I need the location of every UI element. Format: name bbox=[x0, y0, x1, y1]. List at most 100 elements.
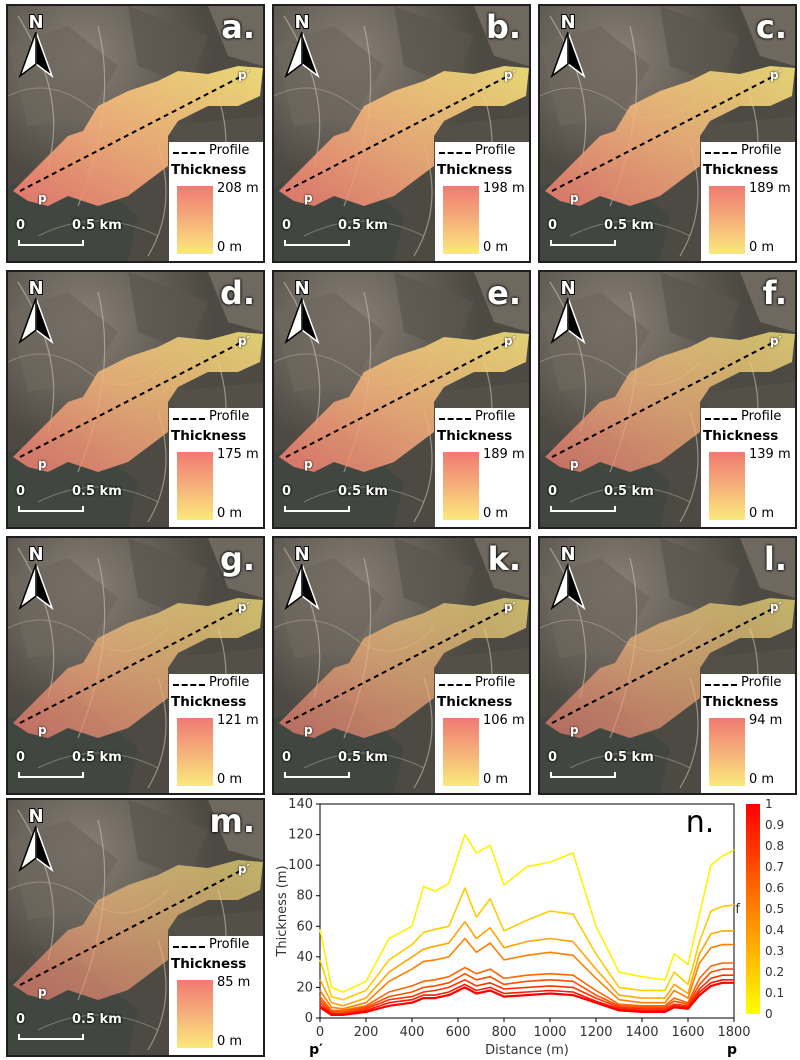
y-tick-label: 120 bbox=[288, 828, 313, 843]
profile-end-label: p′ bbox=[238, 862, 250, 876]
profile-legend-label: Profile bbox=[475, 675, 516, 690]
thickness-color-ramp bbox=[709, 718, 745, 786]
thickness-legend: Profile Thickness 85 m 0 m bbox=[169, 936, 263, 1055]
thickness-legend-title: Thickness bbox=[171, 162, 247, 178]
scale-km-label: 0.5 km bbox=[338, 218, 388, 233]
y-tick-label: 60 bbox=[296, 919, 313, 934]
svg-text:N: N bbox=[28, 806, 43, 827]
thickness-min-label: 0 m bbox=[483, 240, 509, 255]
series-line-6 bbox=[319, 974, 734, 1015]
scale-zero-label: 0 bbox=[282, 218, 292, 233]
x-axis-label: Distance (m) bbox=[485, 1043, 569, 1058]
map-panel-k: N k. p′ p 0 0.5 km Profile Thickness 106… bbox=[272, 536, 531, 795]
scale-km-label: 0.5 km bbox=[604, 484, 654, 499]
scale-zero-label: 0 bbox=[16, 484, 26, 499]
scale-zero-label: 0 bbox=[282, 484, 292, 499]
thickness-max-label: 94 m bbox=[749, 713, 783, 728]
colorbar-tick-label: 0.9 bbox=[765, 818, 784, 832]
map-panel-c: N c. p′ p 0 0.5 km Profile Thickness 189… bbox=[538, 4, 797, 263]
landslide-thickness-overlay bbox=[279, 66, 529, 206]
profile-legend-label: Profile bbox=[475, 143, 516, 158]
profile-end-label: p′ bbox=[504, 68, 516, 82]
thickness-min-label: 0 m bbox=[217, 772, 243, 787]
scale-bar bbox=[550, 772, 616, 778]
thickness-legend: Profile Thickness 208 m 0 m bbox=[169, 142, 263, 261]
profile-legend-label: Profile bbox=[741, 143, 782, 158]
scale-zero-label: 0 bbox=[16, 218, 26, 233]
svg-text:N: N bbox=[28, 544, 43, 565]
landslide-thickness-overlay bbox=[279, 598, 529, 738]
profile-line bbox=[551, 339, 779, 458]
scale-bar bbox=[284, 772, 350, 778]
panel-letter: b. bbox=[485, 8, 521, 46]
thickness-max-label: 189 m bbox=[749, 181, 791, 196]
y-tick-label: 100 bbox=[288, 858, 313, 873]
panel-letter: l. bbox=[763, 540, 787, 578]
thickness-min-label: 0 m bbox=[749, 772, 775, 787]
thickness-max-label: 189 m bbox=[483, 447, 525, 462]
north-arrow-icon: N bbox=[550, 11, 586, 79]
profile-line bbox=[551, 73, 779, 192]
thickness-legend: Profile Thickness 198 m 0 m bbox=[435, 142, 529, 261]
scale-bar bbox=[550, 240, 616, 246]
thickness-legend-title: Thickness bbox=[703, 162, 779, 178]
profile-legend-line bbox=[173, 418, 205, 420]
scale-km-label: 0.5 km bbox=[604, 218, 654, 233]
scale-zero-label: 0 bbox=[548, 750, 558, 765]
x-tick-label: 600 bbox=[446, 1025, 471, 1040]
scale-km-label: 0.5 km bbox=[72, 484, 122, 499]
profile-line bbox=[19, 339, 247, 458]
series-line-7 bbox=[319, 979, 734, 1016]
scale-zero-label: 0 bbox=[548, 218, 558, 233]
thickness-min-label: 0 m bbox=[749, 506, 775, 521]
thickness-max-label: 139 m bbox=[749, 447, 791, 462]
y-tick-label: 40 bbox=[296, 950, 313, 965]
profile-start-label: p bbox=[38, 723, 47, 737]
thickness-max-label: 198 m bbox=[483, 181, 525, 196]
profile-start-label: p bbox=[304, 191, 313, 205]
x-tick-label: 1000 bbox=[533, 1025, 566, 1040]
profile-start-label: p bbox=[570, 191, 579, 205]
profile-legend-label: Profile bbox=[209, 143, 250, 158]
map-panel-a: N a. p′ p 0 0.5 km Profile Thickness 208… bbox=[6, 4, 265, 263]
panel-letter: f. bbox=[762, 274, 787, 312]
landslide-thickness-overlay bbox=[279, 332, 529, 472]
thickness-legend-title: Thickness bbox=[171, 694, 247, 710]
profile-line bbox=[19, 605, 247, 724]
panel-letter: d. bbox=[219, 274, 255, 312]
north-arrow-icon: N bbox=[284, 277, 320, 345]
series-line-3 bbox=[319, 937, 734, 1010]
thickness-legend-title: Thickness bbox=[437, 694, 513, 710]
thickness-max-label: 208 m bbox=[217, 181, 259, 196]
profile-legend-label: Profile bbox=[209, 675, 250, 690]
x-end-label-right: p bbox=[727, 1042, 737, 1058]
profile-start-label: p bbox=[304, 457, 313, 471]
thickness-min-label: 0 m bbox=[217, 240, 243, 255]
map-panel-b: N b. p′ p 0 0.5 km Profile Thickness 198… bbox=[272, 4, 531, 263]
svg-text:N: N bbox=[294, 278, 309, 299]
map-panel-f: N f. p′ p 0 0.5 km Profile Thickness 139… bbox=[538, 270, 797, 529]
scale-km-label: 0.5 km bbox=[604, 750, 654, 765]
north-arrow-icon: N bbox=[18, 11, 54, 79]
thickness-legend-title: Thickness bbox=[437, 428, 513, 444]
profile-end-label: p′ bbox=[770, 68, 782, 82]
panel-letter-n: n. bbox=[686, 805, 715, 840]
y-axis-label: Thickness (m) bbox=[275, 865, 290, 957]
scale-zero-label: 0 bbox=[16, 750, 26, 765]
profile-legend-label: Profile bbox=[209, 409, 250, 424]
thickness-color-ramp bbox=[443, 452, 479, 520]
profile-legend-line bbox=[705, 684, 737, 686]
scale-zero-label: 0 bbox=[548, 484, 558, 499]
y-tick-label: 20 bbox=[296, 980, 313, 995]
colorbar-tick-label: 1 bbox=[765, 797, 773, 811]
panel-letter: g. bbox=[219, 540, 255, 578]
thickness-min-label: 0 m bbox=[483, 772, 509, 787]
scale-bar bbox=[18, 1034, 84, 1040]
landslide-thickness-overlay bbox=[545, 66, 795, 206]
thickness-max-label: 85 m bbox=[217, 975, 251, 990]
y-tick-label: 80 bbox=[296, 889, 313, 904]
satellite-map-image bbox=[274, 6, 529, 261]
profile-start-label: p bbox=[304, 723, 313, 737]
panel-letter: e. bbox=[487, 274, 521, 312]
north-arrow-icon: N bbox=[18, 277, 54, 345]
